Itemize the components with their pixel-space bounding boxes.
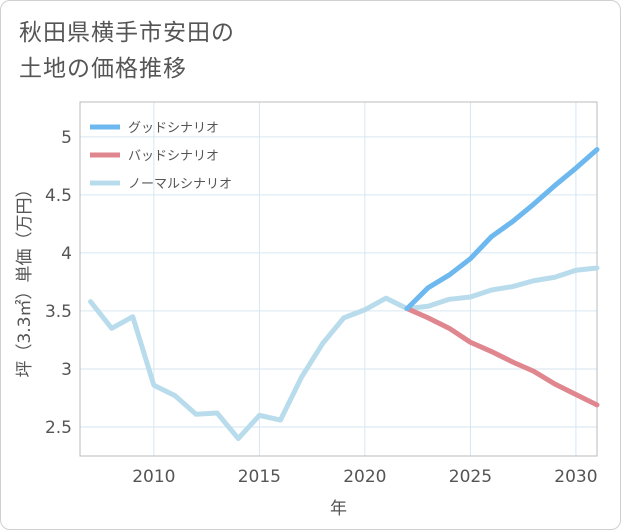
series-line-2 [88,265,600,442]
legend-label: グッドシナリオ [128,121,219,136]
x-tick-label: 2015 [238,467,281,487]
legend-label: ノーマルシナリオ [128,177,232,192]
x-tick-label: 2025 [449,467,492,487]
legend-label: バッドシナリオ [128,149,219,164]
y-tick-label: 3.5 [45,302,72,322]
plot-area [79,101,598,457]
x-tick-label: 2010 [132,467,175,487]
y-axis-label: 坪（3.3㎡）単価（万円） [15,180,35,377]
y-tick-label: 5 [61,128,72,148]
series-line-1 [404,306,600,408]
x-axis-label: 年 [330,499,347,519]
series-lines [88,147,600,442]
x-tick-label: 2020 [343,467,386,487]
series-line-0 [404,147,600,312]
chart-title: 秋田県横手市安田の 土地の価格推移 [19,15,419,87]
y-tick-label: 4.5 [45,186,72,206]
axis-ticks: 2010 2015 2020 2025 2030 2.5 3 3.5 4 4.5 5 [45,128,598,487]
y-tick-label: 4 [61,244,72,264]
y-tick-label: 3 [61,360,72,380]
chart-title-line-1: 秋田県横手市安田の [19,20,235,46]
chart-title-line-2: 土地の価格推移 [19,56,187,82]
x-tick-label: 2030 [554,467,597,487]
y-tick-label: 2.5 [45,418,72,438]
grid [80,102,597,456]
